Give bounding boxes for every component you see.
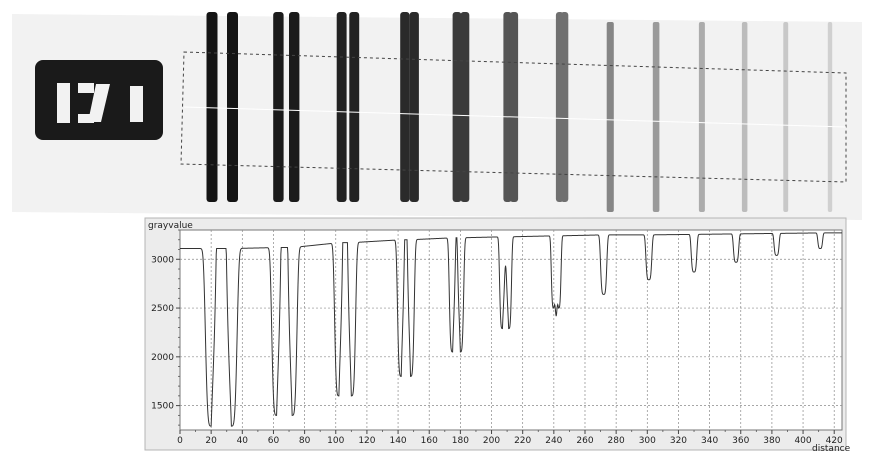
x-tick-label: 420 — [826, 436, 843, 446]
line-pair-bar — [452, 12, 462, 202]
line-pair-bar — [698, 22, 705, 212]
profile-plot: grayvalue 1500 2000 2500 3000 0 20 40 60 80 100 1… — [144, 217, 851, 452]
x-tick-label: 100 — [327, 436, 344, 446]
line-pair-bar — [560, 12, 569, 202]
x-tick-label: 380 — [763, 436, 780, 446]
y-axis-ticks: 1500 2000 2500 3000 — [151, 229, 180, 426]
y-axis-label: grayvalue — [148, 221, 193, 231]
x-tick-label: 160 — [421, 436, 438, 446]
x-tick-label: 240 — [545, 436, 562, 446]
x-tick-label: 200 — [483, 436, 500, 446]
line-pair-bar — [206, 12, 218, 202]
x-tick-label: 320 — [670, 436, 687, 446]
x-tick-label: 220 — [514, 436, 531, 446]
line-pair-bar — [509, 12, 519, 202]
line-pair-bar — [503, 12, 512, 202]
x-tick-label: 180 — [452, 436, 469, 446]
line-pair-bar — [652, 22, 660, 212]
x-tick-label: 20 — [205, 436, 217, 446]
marker-block — [35, 60, 163, 140]
grayvalue-profile-line — [180, 232, 842, 427]
y-tick-label: 1500 — [151, 402, 174, 412]
radiograph-background — [12, 14, 862, 220]
y-tick-label: 2500 — [151, 304, 174, 314]
line-pair-bar — [400, 12, 410, 202]
x-tick-label: 360 — [732, 436, 749, 446]
line-pair-bars — [206, 12, 833, 212]
line-pair-bar — [227, 12, 238, 202]
y-tick-label: 3000 — [151, 255, 174, 265]
line-pair-bar — [409, 12, 419, 202]
line-pair-bar — [606, 22, 614, 212]
line-pair-bar — [460, 12, 470, 202]
y-tick-label: 2000 — [151, 353, 174, 363]
x-tick-label: 120 — [358, 436, 375, 446]
grid-lines — [180, 230, 842, 430]
line-pair-bar — [349, 12, 360, 202]
x-tick-label: 280 — [608, 436, 625, 446]
x-tick-label: 0 — [177, 436, 183, 446]
x-tick-label: 80 — [299, 436, 311, 446]
x-tick-label: 340 — [701, 436, 718, 446]
line-pair-bar — [741, 22, 748, 212]
roi-center-line — [183, 106, 847, 128]
line-pair-bar — [273, 12, 284, 202]
radiograph-image — [12, 12, 862, 220]
x-tick-label: 40 — [237, 436, 249, 446]
plot-area — [179, 229, 843, 431]
x-tick-label: 400 — [794, 436, 811, 446]
x-tick-label: 140 — [389, 436, 406, 446]
x-axis-ticks: 0 20 40 60 80 100 120 140 160 180 200 220 240 260 280 3… — [177, 430, 843, 446]
x-tick-label: 260 — [576, 436, 593, 446]
line-pair-bar — [827, 22, 833, 212]
x-axis-label: distance — [812, 444, 851, 452]
line-pair-bar — [783, 22, 789, 212]
line-pair-bar — [289, 12, 300, 202]
x-tick-label: 300 — [639, 436, 656, 446]
line-pair-bar — [336, 12, 347, 202]
x-tick-label: 60 — [268, 436, 280, 446]
